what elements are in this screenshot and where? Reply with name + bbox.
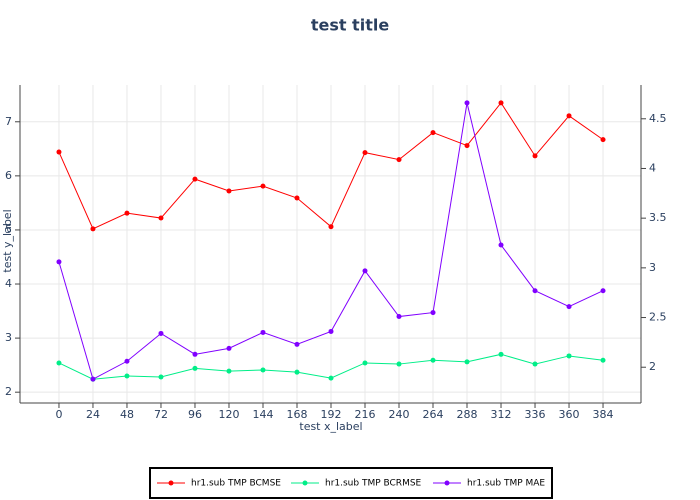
data-point — [600, 288, 606, 294]
data-point — [260, 367, 266, 373]
data-point — [328, 375, 334, 381]
y-tick-label: 7 — [5, 115, 12, 128]
x-tick-label: 264 — [423, 408, 444, 421]
y2-tick-label: 2.5 — [649, 311, 667, 324]
y2-tick-label: 4 — [649, 161, 656, 174]
data-point — [192, 351, 198, 357]
data-point — [124, 373, 130, 379]
x-tick-label: 120 — [218, 408, 239, 421]
legend-label: hr1.sub TMP MAE — [467, 479, 545, 489]
data-point — [362, 268, 368, 274]
y-tick-label: 2 — [5, 385, 12, 398]
x-tick-label: 216 — [355, 408, 376, 421]
x-tick-label: 0 — [55, 408, 62, 421]
x-tick-label: 384 — [593, 408, 614, 421]
data-point — [124, 210, 130, 216]
y-tick-label: 4 — [5, 277, 12, 290]
x-tick-label: 96 — [188, 408, 202, 421]
chart-title: test title — [311, 16, 390, 35]
data-point — [464, 143, 470, 149]
data-point — [498, 242, 504, 248]
data-point — [396, 314, 402, 320]
data-point — [362, 150, 368, 156]
data-point — [566, 353, 572, 359]
x-tick-label: 312 — [491, 408, 512, 421]
data-point — [532, 361, 538, 367]
data-point — [498, 100, 504, 106]
legend-label: hr1.sub TMP BCRMSE — [325, 479, 422, 489]
x-tick-label: 360 — [559, 408, 580, 421]
data-point — [158, 374, 164, 380]
data-point — [192, 365, 198, 371]
data-point — [464, 359, 470, 365]
x-tick-label: 192 — [320, 408, 341, 421]
data-point — [532, 288, 538, 294]
data-point — [566, 113, 572, 119]
data-point — [430, 310, 436, 316]
data-point — [498, 351, 504, 357]
y2-tick-label: 3.5 — [649, 211, 667, 224]
data-point — [56, 149, 62, 155]
data-point — [56, 360, 62, 366]
data-point — [260, 329, 266, 335]
legend-marker — [168, 480, 174, 486]
x-tick-label: 336 — [525, 408, 546, 421]
data-point — [600, 137, 606, 143]
data-point — [90, 226, 96, 232]
data-point — [294, 341, 300, 347]
data-point — [328, 328, 334, 334]
legend-label: hr1.sub TMP BCMSE — [191, 479, 281, 489]
data-point — [294, 369, 300, 375]
data-point — [226, 345, 232, 351]
data-point — [566, 304, 572, 310]
data-point — [396, 157, 402, 163]
y-tick-label: 6 — [5, 169, 12, 182]
data-point — [430, 130, 436, 136]
data-point — [90, 376, 96, 382]
x-tick-label: 48 — [120, 408, 134, 421]
legend-marker — [302, 480, 308, 486]
legend-box — [149, 467, 553, 499]
data-point — [226, 368, 232, 374]
x-tick-label: 72 — [154, 408, 168, 421]
data-point — [430, 357, 436, 363]
data-point — [192, 176, 198, 182]
data-point — [464, 100, 470, 106]
y2-tick-label: 3 — [649, 261, 656, 274]
y-axis-title: test y_label — [1, 209, 14, 272]
x-tick-label: 168 — [286, 408, 307, 421]
data-point — [328, 224, 334, 230]
data-point — [396, 361, 402, 367]
data-point — [226, 188, 232, 194]
data-point — [124, 358, 130, 364]
x-tick-label: 144 — [252, 408, 273, 421]
x-axis-title: test x_label — [299, 420, 362, 433]
legend-marker — [444, 480, 450, 486]
data-point — [362, 360, 368, 366]
x-tick-label: 240 — [389, 408, 410, 421]
x-tick-label: 24 — [86, 408, 100, 421]
data-point — [600, 357, 606, 363]
x-tick-label: 288 — [457, 408, 478, 421]
y-tick-label: 5 — [5, 223, 12, 236]
data-point — [532, 153, 538, 159]
data-point — [158, 330, 164, 336]
y-tick-label: 3 — [5, 331, 12, 344]
data-point — [260, 183, 266, 189]
data-point — [56, 259, 62, 265]
data-point — [294, 195, 300, 201]
y2-tick-label: 4.5 — [649, 112, 667, 125]
data-point — [158, 215, 164, 221]
y2-tick-label: 2 — [649, 360, 656, 373]
